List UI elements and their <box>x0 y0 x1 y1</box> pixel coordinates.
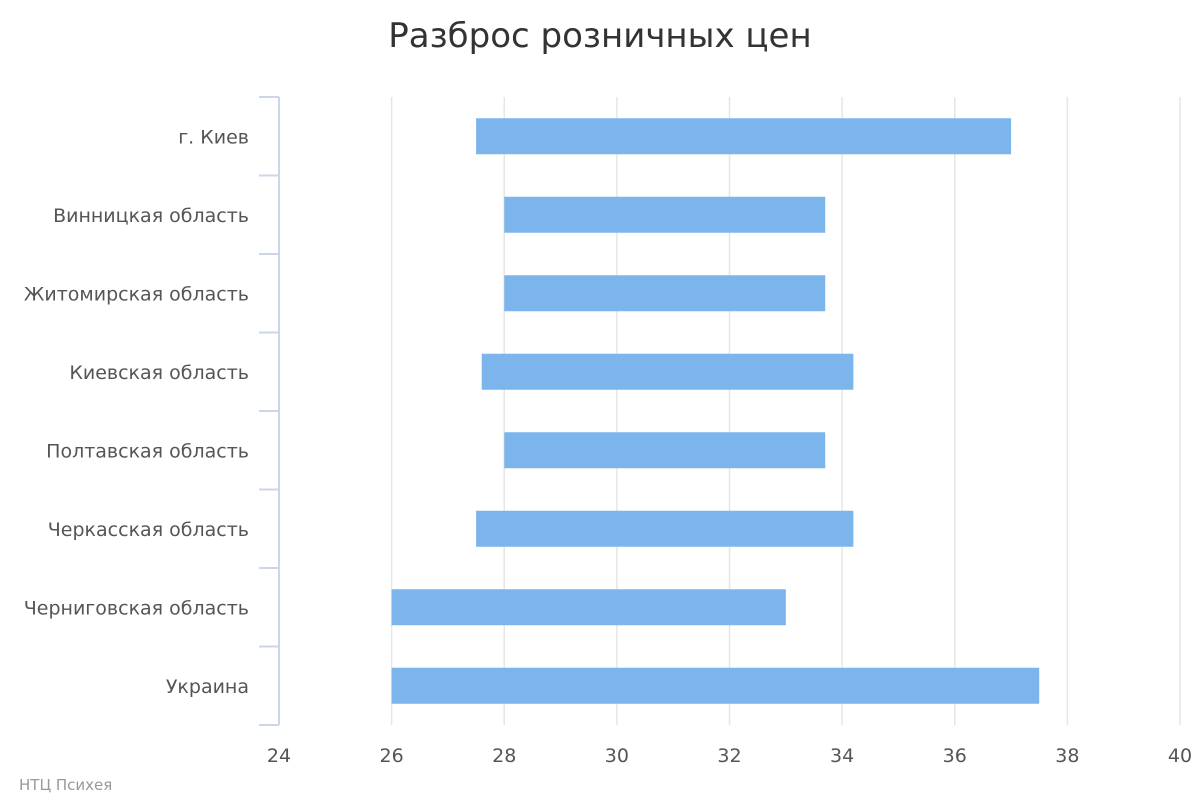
range-bar[interactable] <box>476 118 1012 155</box>
range-bar[interactable] <box>476 510 854 547</box>
category-label: Житомирская область <box>24 283 249 305</box>
category-label: Украина <box>166 676 249 698</box>
category-label: Черкасская область <box>48 519 249 541</box>
range-bar[interactable] <box>504 196 826 233</box>
x-tick-label: 28 <box>492 745 516 767</box>
category-label: Винницкая область <box>53 205 249 227</box>
category-label: Киевская область <box>69 362 249 384</box>
range-bar[interactable] <box>504 432 826 469</box>
x-tick-label: 40 <box>1168 745 1192 767</box>
range-bar[interactable] <box>391 667 1040 704</box>
x-tick-label: 24 <box>267 745 291 767</box>
x-tick-label: 38 <box>1055 745 1079 767</box>
chart-title: Разброс розничных цен <box>388 16 811 56</box>
category-label: Черниговская область <box>24 597 249 619</box>
bars <box>391 118 1040 704</box>
gridlines <box>390 97 1181 725</box>
x-tick-label: 36 <box>943 745 967 767</box>
range-bar[interactable] <box>504 275 826 312</box>
category-axis <box>259 96 280 726</box>
x-tick-label: 30 <box>605 745 629 767</box>
x-tick-label: 34 <box>830 745 854 767</box>
category-label: г. Киев <box>178 126 249 148</box>
x-tick-labels: 24 26 28 30 32 34 36 38 40 <box>267 745 1192 767</box>
range-bar[interactable] <box>391 589 786 626</box>
range-bar[interactable] <box>481 353 854 390</box>
credits-label: НТЦ Психея <box>19 776 112 794</box>
category-labels: г. Киев Винницкая область Житомирская обла… <box>24 126 249 698</box>
category-label: Полтавская область <box>46 440 249 462</box>
x-tick-label: 32 <box>717 745 741 767</box>
x-tick-label: 26 <box>380 745 404 767</box>
